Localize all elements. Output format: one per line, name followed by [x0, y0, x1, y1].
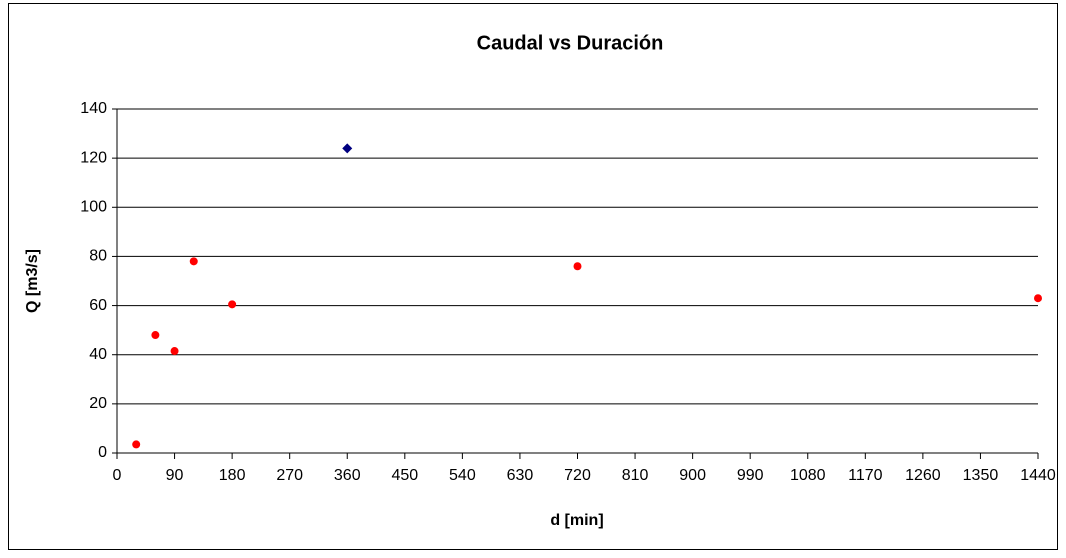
- x-tick-label: 270: [276, 467, 303, 484]
- x-tick-label: 810: [622, 467, 649, 484]
- point: [573, 262, 582, 271]
- y-tick-label: 80: [89, 248, 107, 265]
- point: [151, 331, 160, 340]
- y-tick-label: 60: [89, 297, 107, 314]
- y-tick-label: 120: [80, 149, 107, 166]
- x-tick-label: 180: [219, 467, 246, 484]
- x-tick-label: 360: [334, 467, 361, 484]
- x-tick-label: 1440: [1020, 467, 1056, 484]
- point: [228, 300, 237, 309]
- point: [132, 440, 141, 449]
- point: [1034, 294, 1042, 303]
- x-tick-label: 90: [166, 467, 184, 484]
- x-axis-label: d [min]: [550, 512, 603, 529]
- y-axis-label: Q [m3/s]: [24, 249, 41, 313]
- x-tick-label: 630: [507, 467, 534, 484]
- y-tick-label: 20: [89, 395, 107, 412]
- x-tick-label: 1080: [790, 467, 826, 484]
- x-tick-label: 900: [679, 467, 706, 484]
- y-tick-label: 0: [98, 444, 107, 461]
- point: [342, 143, 353, 154]
- x-tick-label: 1350: [963, 467, 999, 484]
- point: [170, 347, 179, 356]
- point: [189, 257, 198, 266]
- x-tick-label: 990: [737, 467, 764, 484]
- y-tick-label: 140: [80, 100, 107, 117]
- y-tick-label: 40: [89, 346, 107, 363]
- chart-title: Caudal vs Duración: [477, 32, 664, 54]
- chart-frame: [8, 3, 1058, 550]
- x-tick-label: 720: [564, 467, 591, 484]
- x-tick-label: 1170: [848, 467, 883, 484]
- x-tick-label: 1260: [905, 467, 941, 484]
- x-tick-label: 450: [391, 467, 418, 484]
- y-tick-label: 100: [80, 199, 107, 216]
- x-tick-label: 540: [449, 467, 476, 484]
- x-tick-label: 0: [113, 467, 122, 484]
